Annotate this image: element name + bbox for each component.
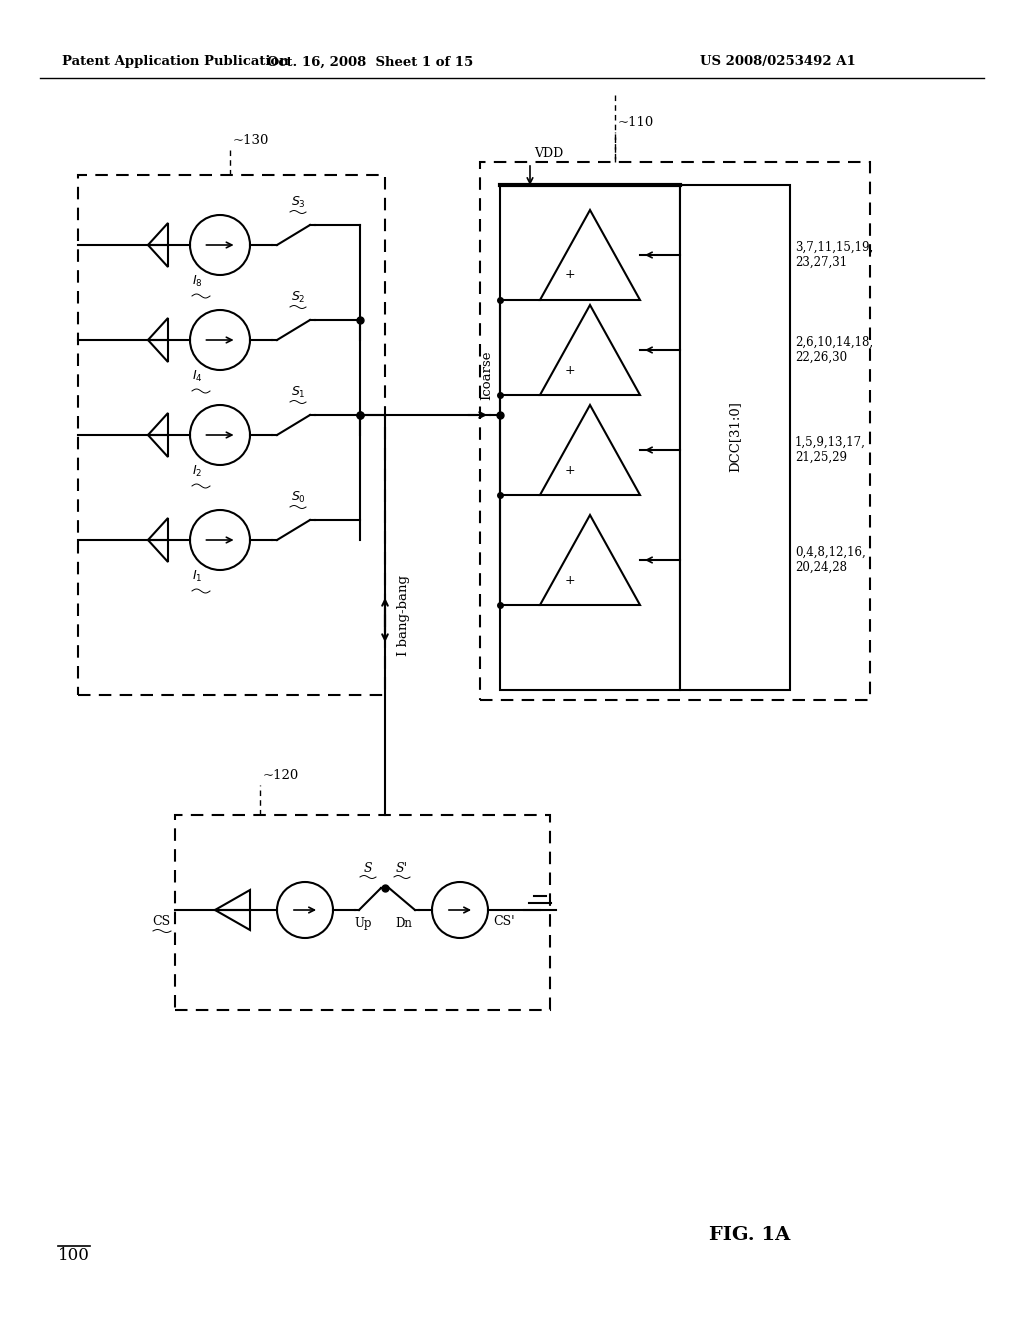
Text: −: − [642,343,652,356]
Text: −: − [642,444,652,457]
Text: Dn: Dn [395,917,413,931]
Text: 0,4,8,12,16,
20,24,28: 0,4,8,12,16, 20,24,28 [795,546,865,574]
Text: +: + [564,268,575,281]
Text: FIG. 1A: FIG. 1A [710,1226,791,1243]
Bar [480,162,870,700]
Text: 3,7,11,15,19,
23,27,31: 3,7,11,15,19, 23,27,31 [795,242,873,269]
Text: $S_{3}$: $S_{3}$ [291,195,305,210]
Text: VDD: VDD [534,147,563,160]
Bar [175,814,550,1010]
Text: Up: Up [354,917,372,931]
Text: 1,5,9,13,17,
21,25,29: 1,5,9,13,17, 21,25,29 [795,436,866,465]
Bar [500,185,680,690]
Text: +: + [564,573,575,586]
Text: US 2008/0253492 A1: US 2008/0253492 A1 [700,55,856,69]
Text: ~130: ~130 [233,135,269,147]
Text: I bang-bang: I bang-bang [397,574,410,656]
Text: $I_{1}$: $I_{1}$ [193,569,203,583]
Text: −: − [642,553,652,566]
Text: +: + [564,463,575,477]
Text: Oct. 16, 2008  Sheet 1 of 15: Oct. 16, 2008 Sheet 1 of 15 [267,55,473,69]
Text: $S_{0}$: $S_{0}$ [291,490,305,506]
Text: Icoarse: Icoarse [480,351,493,400]
Text: S': S' [396,862,408,875]
Text: $I_{8}$: $I_{8}$ [193,275,203,289]
Bar [78,176,385,696]
Text: $S_{2}$: $S_{2}$ [291,290,305,305]
Bar [680,185,790,690]
Text: DCC[31:0]: DCC[31:0] [728,401,741,473]
Text: $S_{1}$: $S_{1}$ [291,385,305,400]
Text: 100: 100 [58,1246,90,1263]
Text: $I_{2}$: $I_{2}$ [193,463,203,479]
Text: CS': CS' [493,915,515,928]
Text: 2,6,10,14,18,
22,26,30: 2,6,10,14,18, 22,26,30 [795,337,873,364]
Text: ~120: ~120 [263,770,299,781]
Text: +: + [564,363,575,376]
Text: ~110: ~110 [618,116,654,129]
Text: Patent Application Publication: Patent Application Publication [62,55,289,69]
Text: CS: CS [152,915,170,928]
Text: S: S [364,862,373,875]
Text: −: − [642,248,652,261]
Text: $I_{4}$: $I_{4}$ [193,368,203,384]
